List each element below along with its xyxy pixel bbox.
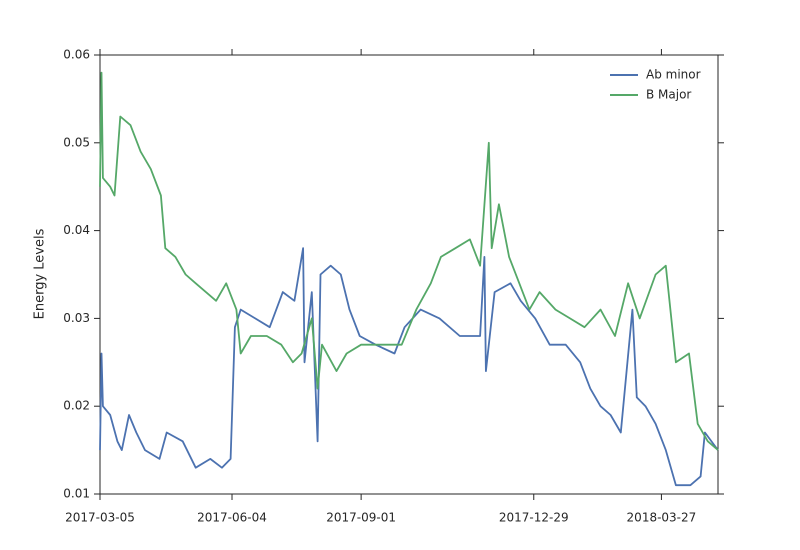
x-tick-label: 2017-09-01	[326, 511, 396, 525]
y-axis-label: Energy Levels	[33, 228, 48, 319]
y-tick-label: 0.06	[63, 48, 90, 62]
y-tick-label: 0.03	[63, 311, 90, 325]
y-tick-label: 0.01	[63, 487, 90, 501]
series-line	[99, 247, 719, 487]
plot-frame	[99, 54, 719, 495]
x-tick-label: 2018-03-27	[627, 511, 697, 525]
x-tick-label: 2017-06-04	[197, 511, 267, 525]
legend-label: B Major	[646, 88, 691, 102]
y-tick-label: 0.05	[63, 135, 90, 149]
x-tick-label: 2017-12-29	[499, 511, 569, 525]
series-line	[99, 71, 719, 451]
y-tick-label: 0.04	[63, 223, 90, 237]
x-tick-label: 2017-03-05	[65, 511, 135, 525]
y-tick-label: 0.02	[63, 399, 90, 413]
legend-label: Ab minor	[646, 68, 701, 82]
